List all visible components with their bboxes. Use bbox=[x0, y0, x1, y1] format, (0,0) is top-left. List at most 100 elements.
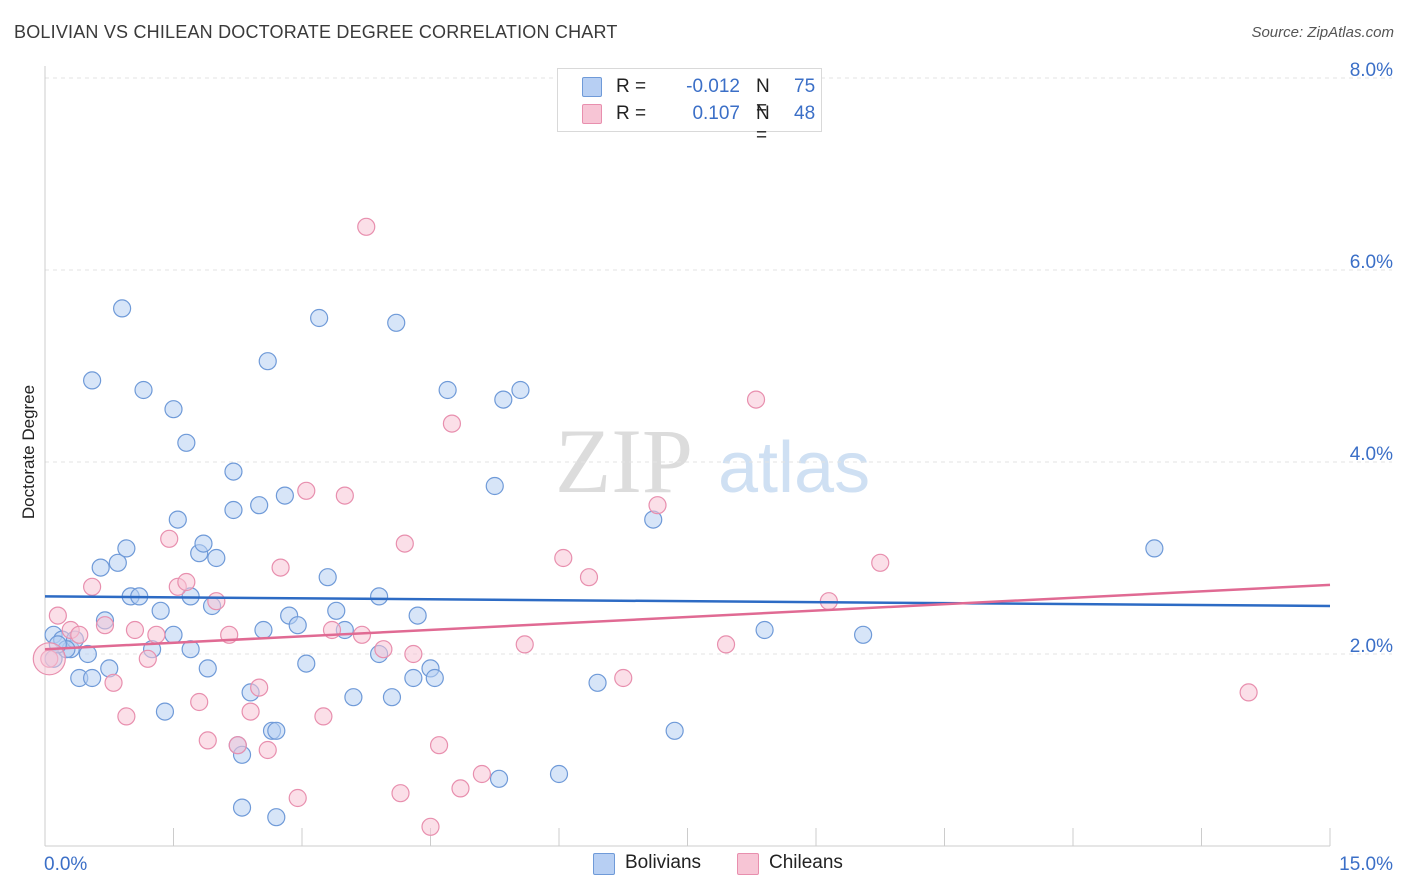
chilean-point bbox=[258, 740, 277, 760]
chilean-point bbox=[614, 668, 633, 688]
x-tick-label: 0.0% bbox=[44, 854, 87, 875]
legend-r-value: -0.012 bbox=[686, 76, 740, 97]
legend-r-value: 0.107 bbox=[692, 103, 740, 124]
chilean-point bbox=[48, 606, 67, 625]
legend-swatch-blue bbox=[582, 77, 602, 97]
bolivian-point bbox=[425, 668, 444, 688]
chilean-point bbox=[70, 625, 89, 644]
chilean-point bbox=[515, 635, 534, 654]
chilean-point bbox=[250, 678, 269, 697]
bolivian-point bbox=[485, 476, 504, 496]
bolivian-point bbox=[250, 496, 269, 515]
bolivian-point bbox=[224, 500, 243, 520]
legend-n-label: N = bbox=[756, 103, 770, 146]
chilean-point bbox=[190, 692, 209, 712]
chilean-trend-line bbox=[44, 583, 1331, 651]
bolivian-point bbox=[275, 486, 294, 505]
bolivian-point bbox=[177, 433, 196, 452]
legend-r-label: R = bbox=[616, 103, 647, 124]
legend-n-value: 48 bbox=[794, 103, 816, 124]
y-tick-label: 8.0% bbox=[1350, 60, 1393, 81]
y-tick-label: 2.0% bbox=[1350, 636, 1393, 657]
y-tick-label: 6.0% bbox=[1350, 252, 1393, 273]
bolivian-point bbox=[194, 534, 213, 553]
chilean-point bbox=[335, 486, 354, 505]
bolivian-point bbox=[232, 798, 252, 817]
bolivian-point bbox=[1145, 539, 1164, 558]
bolivian-point bbox=[168, 510, 187, 529]
y-tick-label: 4.0% bbox=[1350, 444, 1393, 465]
bolivian-point bbox=[344, 688, 363, 707]
bolivian-point bbox=[288, 616, 307, 635]
legend-swatch-pink bbox=[582, 104, 602, 124]
legend-label-chileans: Chileans bbox=[769, 852, 843, 873]
chilean-point bbox=[451, 779, 470, 798]
chilean-point bbox=[207, 592, 226, 611]
bolivian-point bbox=[164, 625, 183, 644]
chilean-point bbox=[117, 707, 136, 726]
chilean-point bbox=[147, 625, 166, 644]
bolivian-point bbox=[370, 587, 389, 606]
watermark-zip: ZIP bbox=[555, 410, 693, 512]
chilean-point bbox=[138, 649, 157, 668]
bolivian-point bbox=[318, 568, 337, 587]
chilean-point bbox=[716, 635, 736, 654]
chilean-point bbox=[746, 390, 766, 409]
chilean-point bbox=[374, 640, 393, 659]
chilean-point bbox=[421, 817, 440, 836]
chilean-point bbox=[32, 642, 66, 676]
bolivian-point bbox=[83, 371, 102, 390]
legend-n-value: 75 bbox=[794, 76, 816, 97]
bolivian-point bbox=[117, 539, 136, 558]
chilean-point bbox=[579, 568, 599, 587]
bolivian-point bbox=[112, 299, 132, 318]
bolivian-point bbox=[155, 702, 175, 721]
bolivian-point bbox=[665, 721, 684, 740]
chilean-point bbox=[357, 217, 376, 236]
bolivian-point bbox=[83, 668, 102, 688]
chilean-point bbox=[95, 616, 115, 635]
y-axis-label-text: Doctorate Degree bbox=[19, 384, 38, 520]
bolivian-point bbox=[549, 764, 569, 784]
chilean-point bbox=[1239, 683, 1258, 702]
bolivian-point bbox=[207, 548, 226, 568]
bolivian-point bbox=[91, 558, 110, 577]
watermark: ZIP atlas bbox=[555, 410, 870, 512]
chilean-point bbox=[648, 496, 667, 515]
bolivian-point bbox=[438, 380, 457, 400]
bolivian-point bbox=[198, 659, 217, 678]
correlation-legend: R = -0.012 N = 75 R = 0.107 N = 48 bbox=[557, 68, 822, 146]
chilean-point bbox=[404, 644, 423, 664]
bolivian-point bbox=[267, 721, 286, 740]
legend-swatch-bolivians bbox=[593, 853, 615, 875]
bolivian-point bbox=[78, 644, 97, 664]
chilean-point bbox=[871, 553, 890, 572]
bolivian-point bbox=[310, 308, 329, 328]
chilean-point bbox=[160, 529, 179, 548]
chilean-point bbox=[429, 736, 449, 755]
bolivian-point bbox=[254, 620, 273, 640]
legend-swatch-chileans bbox=[737, 853, 759, 875]
bolivian-point bbox=[408, 606, 427, 625]
y-axis-label: Doctorate Degree bbox=[14, 330, 44, 580]
bolivian-point bbox=[382, 688, 402, 707]
bolivian-point bbox=[588, 673, 607, 692]
bolivian-trend-line bbox=[44, 595, 1331, 608]
bolivian-point bbox=[404, 668, 423, 688]
bolivian-point bbox=[489, 769, 509, 788]
chart-title: BOLIVIAN VS CHILEAN DOCTORATE DEGREE COR… bbox=[14, 22, 618, 42]
chilean-point bbox=[297, 481, 316, 500]
legend-r-label: R = bbox=[616, 76, 647, 97]
chilean-point bbox=[104, 673, 123, 692]
bolivian-point bbox=[494, 390, 513, 409]
bolivian-point bbox=[297, 654, 316, 673]
bolivian-point bbox=[108, 553, 127, 572]
chilean-point bbox=[314, 707, 333, 726]
source-label: Source: ZipAtlas.com bbox=[1251, 24, 1394, 41]
chilean-point bbox=[472, 764, 491, 784]
bolivian-point bbox=[854, 625, 873, 644]
legend-n-label: N = bbox=[756, 76, 770, 119]
bolivian-point bbox=[164, 400, 183, 419]
x-tick-label: 15.0% bbox=[1339, 854, 1393, 875]
